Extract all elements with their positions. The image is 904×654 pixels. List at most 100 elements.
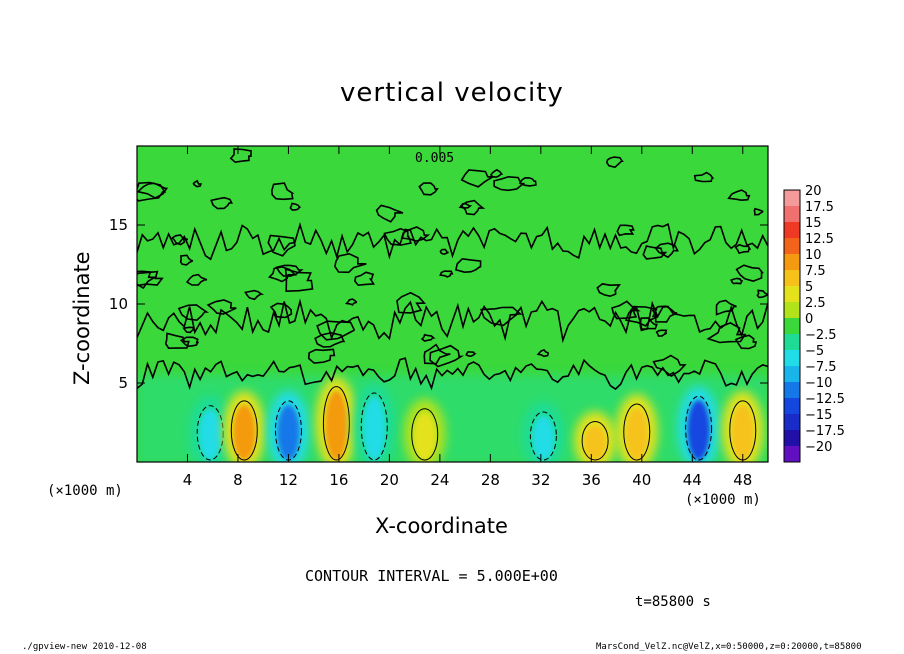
colorbar-label-12: −10 [805, 376, 832, 391]
x-axis-unit-right: (×1000 m) [685, 492, 761, 508]
contour-28 [465, 350, 477, 358]
contour-11 [715, 299, 737, 316]
cell-2 [267, 390, 310, 462]
x-tick-label-3: 16 [329, 471, 348, 489]
colorbar-label-13: −12.5 [805, 392, 845, 407]
contour-9 [655, 329, 668, 337]
colorbar-label-2: 15 [805, 216, 822, 231]
contour-0 [439, 270, 454, 278]
colorbar-label-8: 0 [805, 312, 813, 327]
footer-right: MarsCond_VelZ.nc@VelZ,x=0:50000,z=0:2000… [596, 642, 862, 652]
cell-5 [403, 398, 446, 462]
contour-51 [605, 156, 624, 169]
contour-16 [244, 289, 265, 301]
cell-8 [615, 394, 658, 462]
contour-24 [418, 182, 439, 196]
y-tick-label-1: 10 [109, 295, 128, 313]
contour-3 [616, 224, 635, 237]
contour-22 [454, 257, 482, 274]
colorbar-label-9: −2.5 [805, 328, 837, 343]
contour-67 [137, 181, 167, 202]
contour-64 [137, 270, 158, 290]
colorbar-label-3: 12.5 [805, 232, 834, 247]
wavy-contour-1 [137, 298, 768, 344]
contour-23 [180, 336, 200, 348]
contour-44 [480, 306, 523, 327]
x-axis-unit-left: (×1000 m) [47, 483, 123, 499]
contour-65 [345, 298, 358, 306]
contour-59 [334, 252, 367, 274]
contour-21 [493, 175, 526, 192]
wavy-contour-2 [137, 357, 768, 391]
contour-60 [536, 348, 550, 358]
cell-3 [315, 376, 358, 462]
colorbar-frame [783, 189, 801, 463]
colorbar-swatch-6 [784, 286, 800, 303]
footer-left: ./gpview-new 2010-12-08 [22, 642, 147, 652]
colorbar-swatch-8 [784, 318, 800, 335]
colorbar-swatch-14 [784, 414, 800, 431]
contour-25 [439, 248, 449, 255]
colorbar-label-14: −15 [805, 408, 832, 423]
contour-38 [270, 182, 295, 201]
contour-33 [383, 227, 412, 246]
x-tick-label-11: 48 [733, 471, 752, 489]
contour-69 [137, 270, 164, 287]
contour-10 [229, 148, 252, 164]
cell-10 [721, 390, 764, 462]
contour-66 [284, 268, 314, 293]
contour-54 [423, 343, 451, 365]
colorbar-swatch-5 [784, 270, 800, 287]
cell-1 [223, 390, 266, 462]
colorbar-label-0: 20 [805, 184, 822, 199]
x-tick-label-5: 24 [430, 471, 449, 489]
contour-4 [210, 196, 233, 210]
colorbar-label-15: −17.5 [805, 424, 845, 439]
contour-57 [734, 243, 752, 255]
colorbar-swatch-10 [784, 350, 800, 367]
contour-2 [727, 189, 751, 202]
contour-17 [489, 168, 504, 178]
x-tick-label-6: 28 [481, 471, 500, 489]
x-tick-label-2: 12 [279, 471, 298, 489]
colorbar-swatch-9 [784, 334, 800, 351]
contour-43 [459, 199, 486, 216]
cell-9 [677, 386, 720, 462]
contour-56 [275, 264, 304, 277]
contour-interval: CONTOUR INTERVAL = 5.000E+00 [305, 567, 558, 585]
contour-value-label: 0.005 [415, 151, 454, 166]
contour-48 [375, 204, 404, 223]
x-tick-label-4: 20 [380, 471, 399, 489]
y-tick-label-2: 15 [109, 216, 128, 234]
wavy-contour-0 [137, 222, 768, 261]
contour-29 [642, 245, 668, 260]
y-tick-label-0: 5 [118, 374, 128, 392]
colorbar-swatch-1 [784, 206, 800, 223]
cell-7 [574, 411, 617, 462]
contour-1 [179, 254, 194, 266]
contour-62 [267, 234, 296, 257]
x-tick-label-8: 36 [582, 471, 601, 489]
plot-area: 0.005 [136, 145, 769, 463]
x-axis-label: X-coordinate [375, 514, 508, 538]
time-stamp: t=85800 s [635, 594, 711, 610]
cell-4 [353, 383, 396, 462]
contour-40 [651, 305, 678, 323]
colorbar-label-11: −7.5 [805, 360, 837, 375]
contour-58 [164, 332, 190, 350]
contour-35 [192, 179, 203, 188]
colorbar-swatch-16 [784, 446, 800, 463]
contour-27 [730, 277, 744, 285]
contour-6 [596, 283, 622, 298]
colorbar-swatch-4 [784, 254, 800, 271]
contour-15 [756, 289, 768, 299]
contour-39 [316, 320, 356, 341]
chart-title: vertical velocity [340, 78, 564, 108]
colorbar-swatch-15 [784, 430, 800, 447]
colorbar-swatch-13 [784, 398, 800, 415]
x-tick-label-10: 44 [683, 471, 702, 489]
colorbar-label-4: 10 [805, 248, 822, 263]
x-tick-label-7: 32 [531, 471, 550, 489]
contour-18 [693, 171, 715, 183]
